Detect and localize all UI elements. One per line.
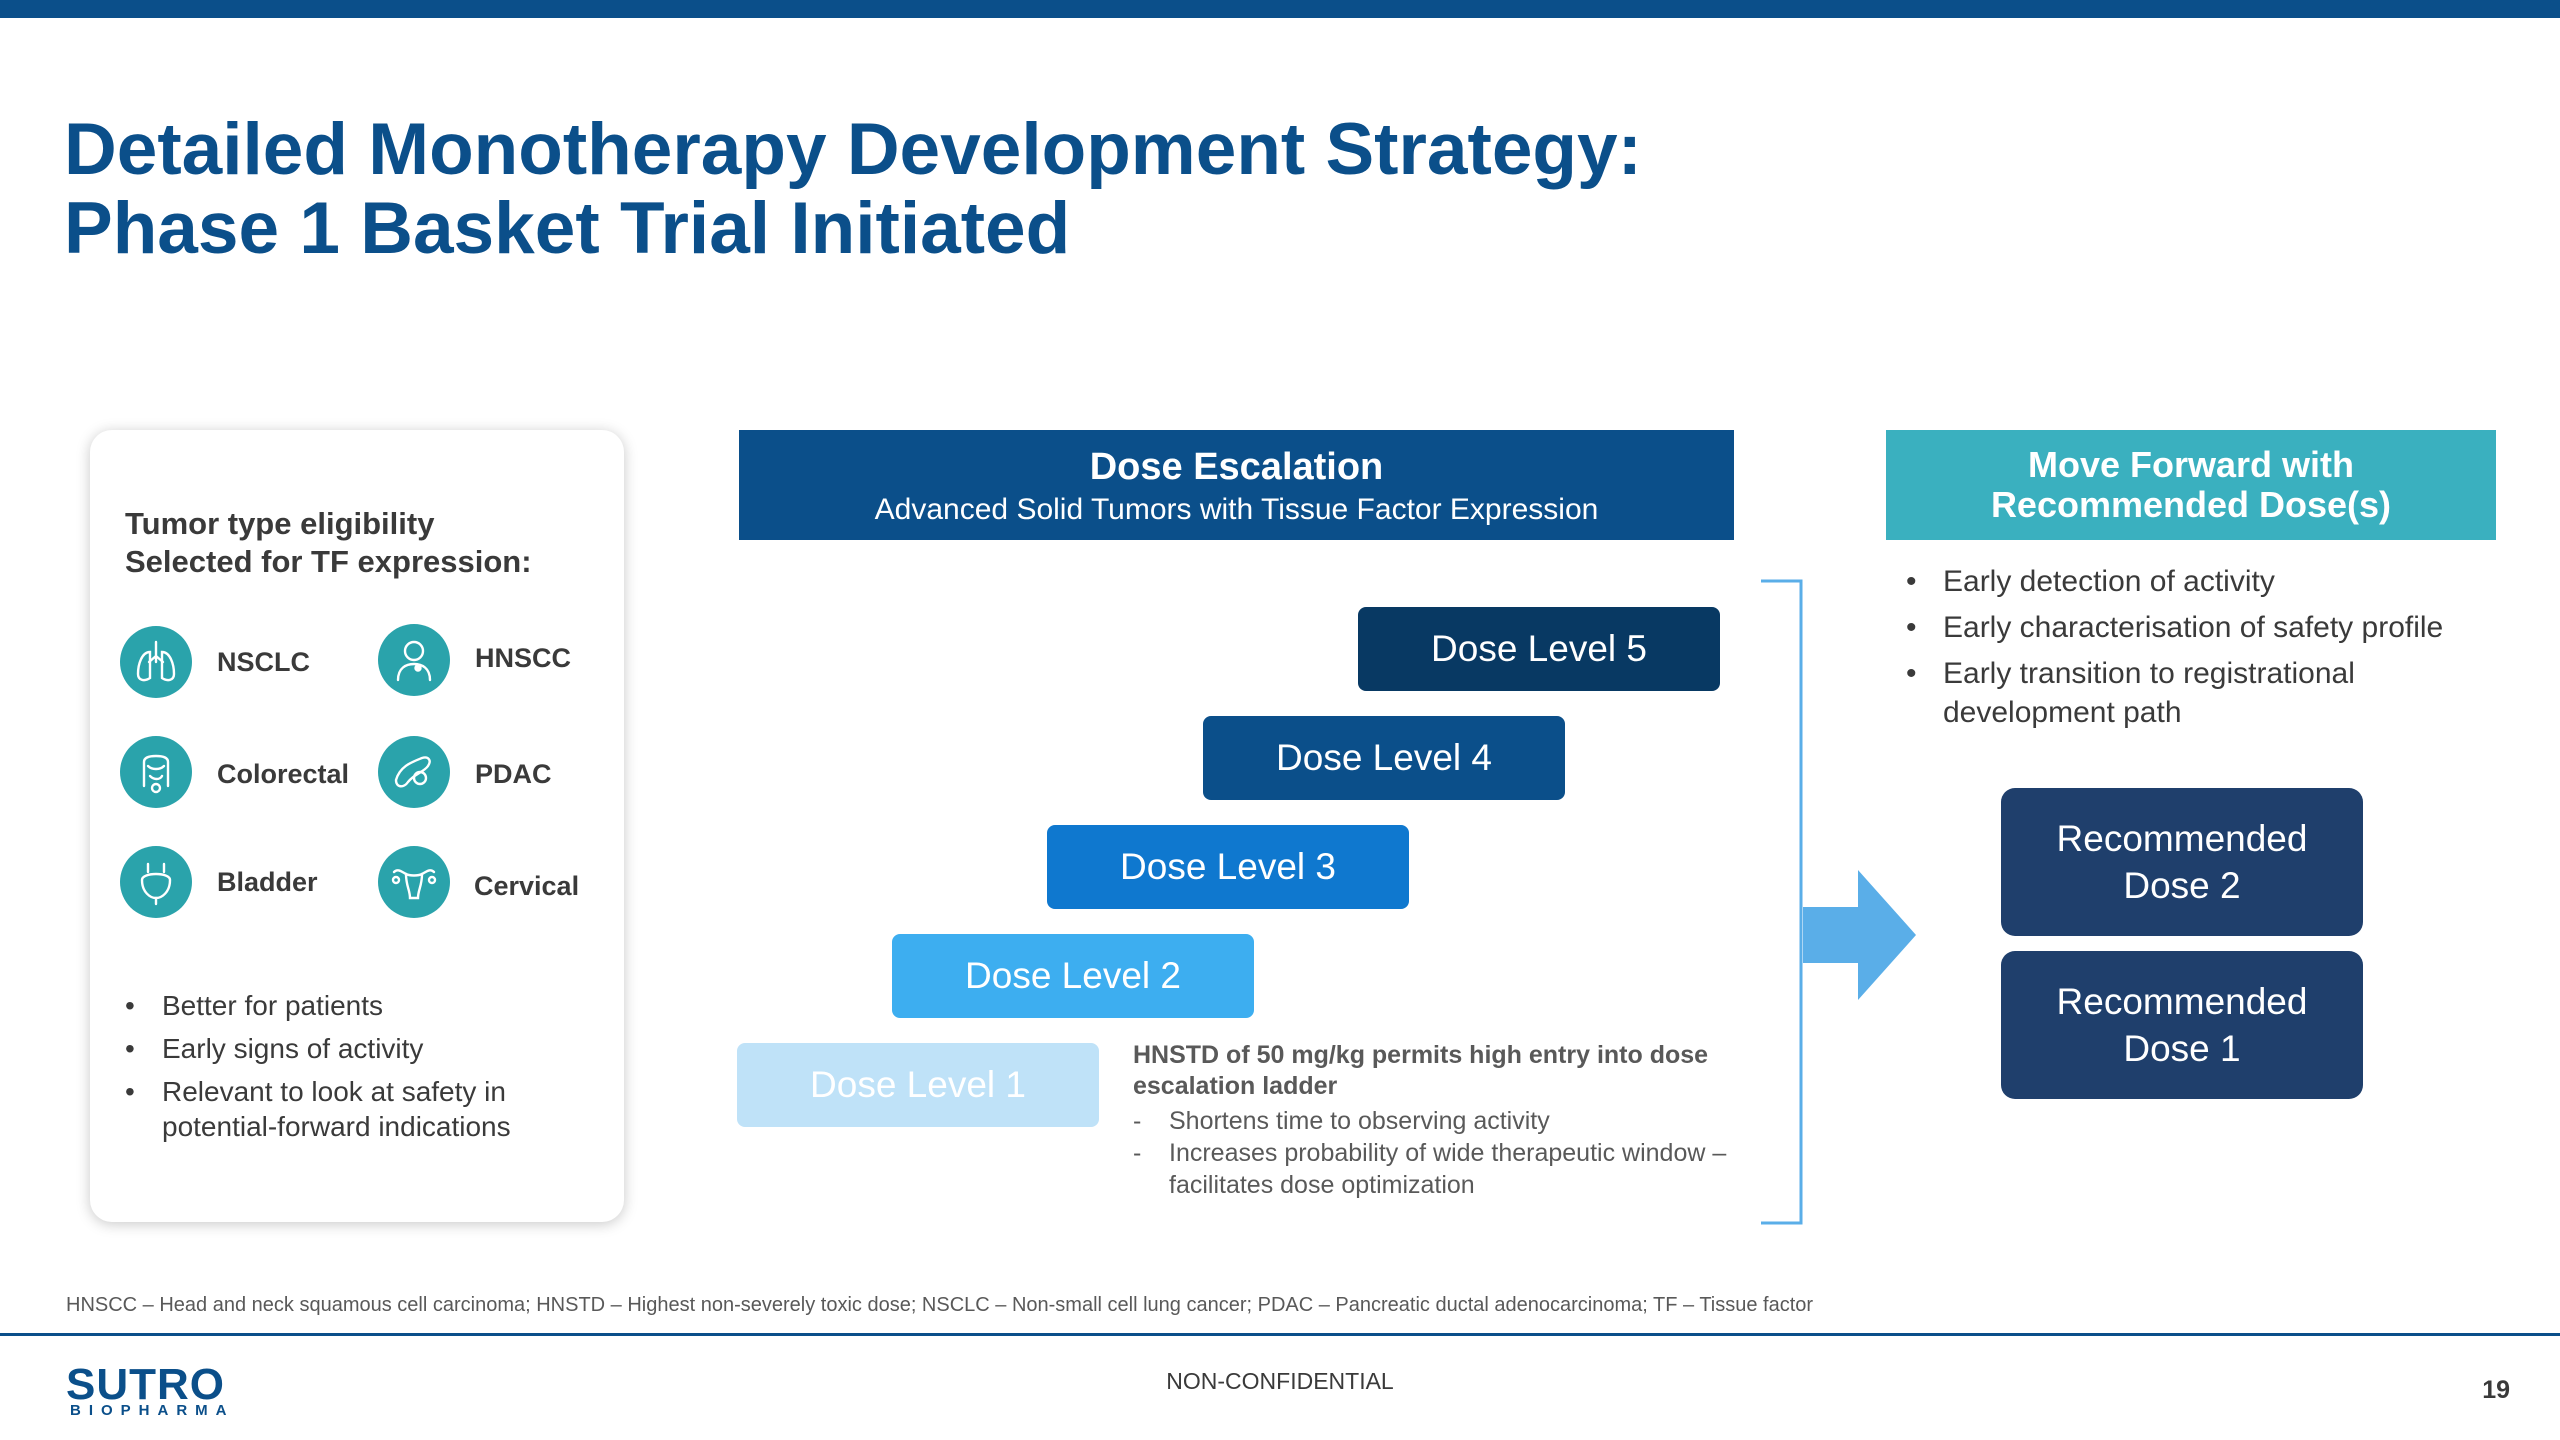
top-accent-bar (0, 0, 2560, 18)
move-forward-header: Move Forward with Recommended Dose(s) (1886, 430, 2496, 540)
eligibility-bullets: Better for patients Early signs of activ… (125, 988, 605, 1152)
company-logo: SUTRO (66, 1360, 225, 1409)
bladder-icon (120, 846, 192, 918)
hnstd-title: HNSTD of 50 mg/kg permits high entry int… (1133, 1041, 1709, 1100)
tumor-label-pdac: PDAC (475, 759, 552, 789)
hnstd-points: Shortens time to observing activity Incr… (1133, 1105, 1773, 1201)
right-bracket (1761, 579, 1803, 1225)
list-item: Increases probability of wide therapeuti… (1133, 1137, 1773, 1201)
eligibility-heading-line2: Selected for TF expression: (125, 544, 532, 579)
page-title-line1: Detailed Monotherapy Development Strateg… (64, 109, 1642, 190)
move-forward-title-line1: Move Forward with (2027, 444, 2355, 485)
tumor-label-cervical: Cervical (474, 871, 580, 901)
tumor-label-bladder: Bladder (217, 867, 318, 897)
eligibility-heading-line1: Tumor type eligibility (125, 506, 435, 541)
tumor-label-nsclc: NSCLC (217, 647, 310, 677)
dose-escalation-title: Dose Escalation (1089, 446, 1384, 488)
dose-level-5: Dose Level 5 (1358, 607, 1720, 691)
uterus-icon (378, 846, 450, 918)
list-item: Shortens time to observing activity (1133, 1105, 1773, 1137)
company-logo-subtitle: BIOPHARMA (70, 1402, 235, 1419)
recommended-dose-1-line2: Dose 1 (2123, 1028, 2241, 1069)
dose-level-3: Dose Level 3 (1047, 825, 1409, 909)
tumor-eligibility-heading: Tumor type eligibility Selected for TF e… (125, 505, 605, 581)
dose-escalation-header: Dose Escalation Advanced Solid Tumors wi… (739, 430, 1734, 540)
recommended-dose-1: Recommended Dose 1 (2001, 951, 2363, 1099)
recommended-dose-2: Recommended Dose 2 (2001, 788, 2363, 936)
lungs-icon (120, 626, 192, 698)
dose-escalation-subtitle: Advanced Solid Tumors with Tissue Factor… (874, 493, 1599, 526)
dose-level-4: Dose Level 4 (1203, 716, 1565, 800)
page-title-line2: Phase 1 Basket Trial Initiated (64, 188, 1071, 269)
list-item: Better for patients (125, 988, 605, 1023)
move-forward-bullets: Early detection of activity Early charac… (1906, 562, 2506, 739)
list-item: Early transition to registrational devel… (1906, 654, 2506, 732)
dose-level-2: Dose Level 2 (892, 934, 1254, 1018)
abbreviations-footnote: HNSCC – Head and neck squamous cell carc… (66, 1294, 1814, 1316)
colon-icon (120, 736, 192, 808)
list-item: Early signs of activity (125, 1031, 605, 1066)
recommended-dose-2-line1: Recommended (2056, 818, 2308, 859)
head-neck-icon (378, 624, 450, 696)
recommended-dose-2-line2: Dose 2 (2123, 865, 2241, 906)
list-item: Early detection of activity (1906, 562, 2506, 601)
footer-divider (0, 1333, 2560, 1336)
pancreas-icon (378, 736, 450, 808)
move-forward-title-line2: Recommended Dose(s) (1990, 484, 2392, 525)
page-number: 19 (2482, 1376, 2510, 1404)
list-item: Relevant to look at safety in potential-… (125, 1074, 605, 1144)
list-item: Early characterisation of safety profile (1906, 608, 2506, 647)
dose-level-1: Dose Level 1 (737, 1043, 1099, 1127)
classification-label: NON-CONFIDENTIAL (1166, 1368, 1394, 1394)
hnstd-note: HNSTD of 50 mg/kg permits high entry int… (1133, 1040, 1773, 1201)
right-arrow-icon (1803, 870, 1916, 1000)
recommended-dose-1-line1: Recommended (2056, 981, 2308, 1022)
tumor-label-colorectal: Colorectal (217, 759, 350, 789)
tumor-label-hnscc: HNSCC (475, 643, 572, 673)
page-title: Detailed Monotherapy Development Strateg… (64, 110, 1964, 268)
